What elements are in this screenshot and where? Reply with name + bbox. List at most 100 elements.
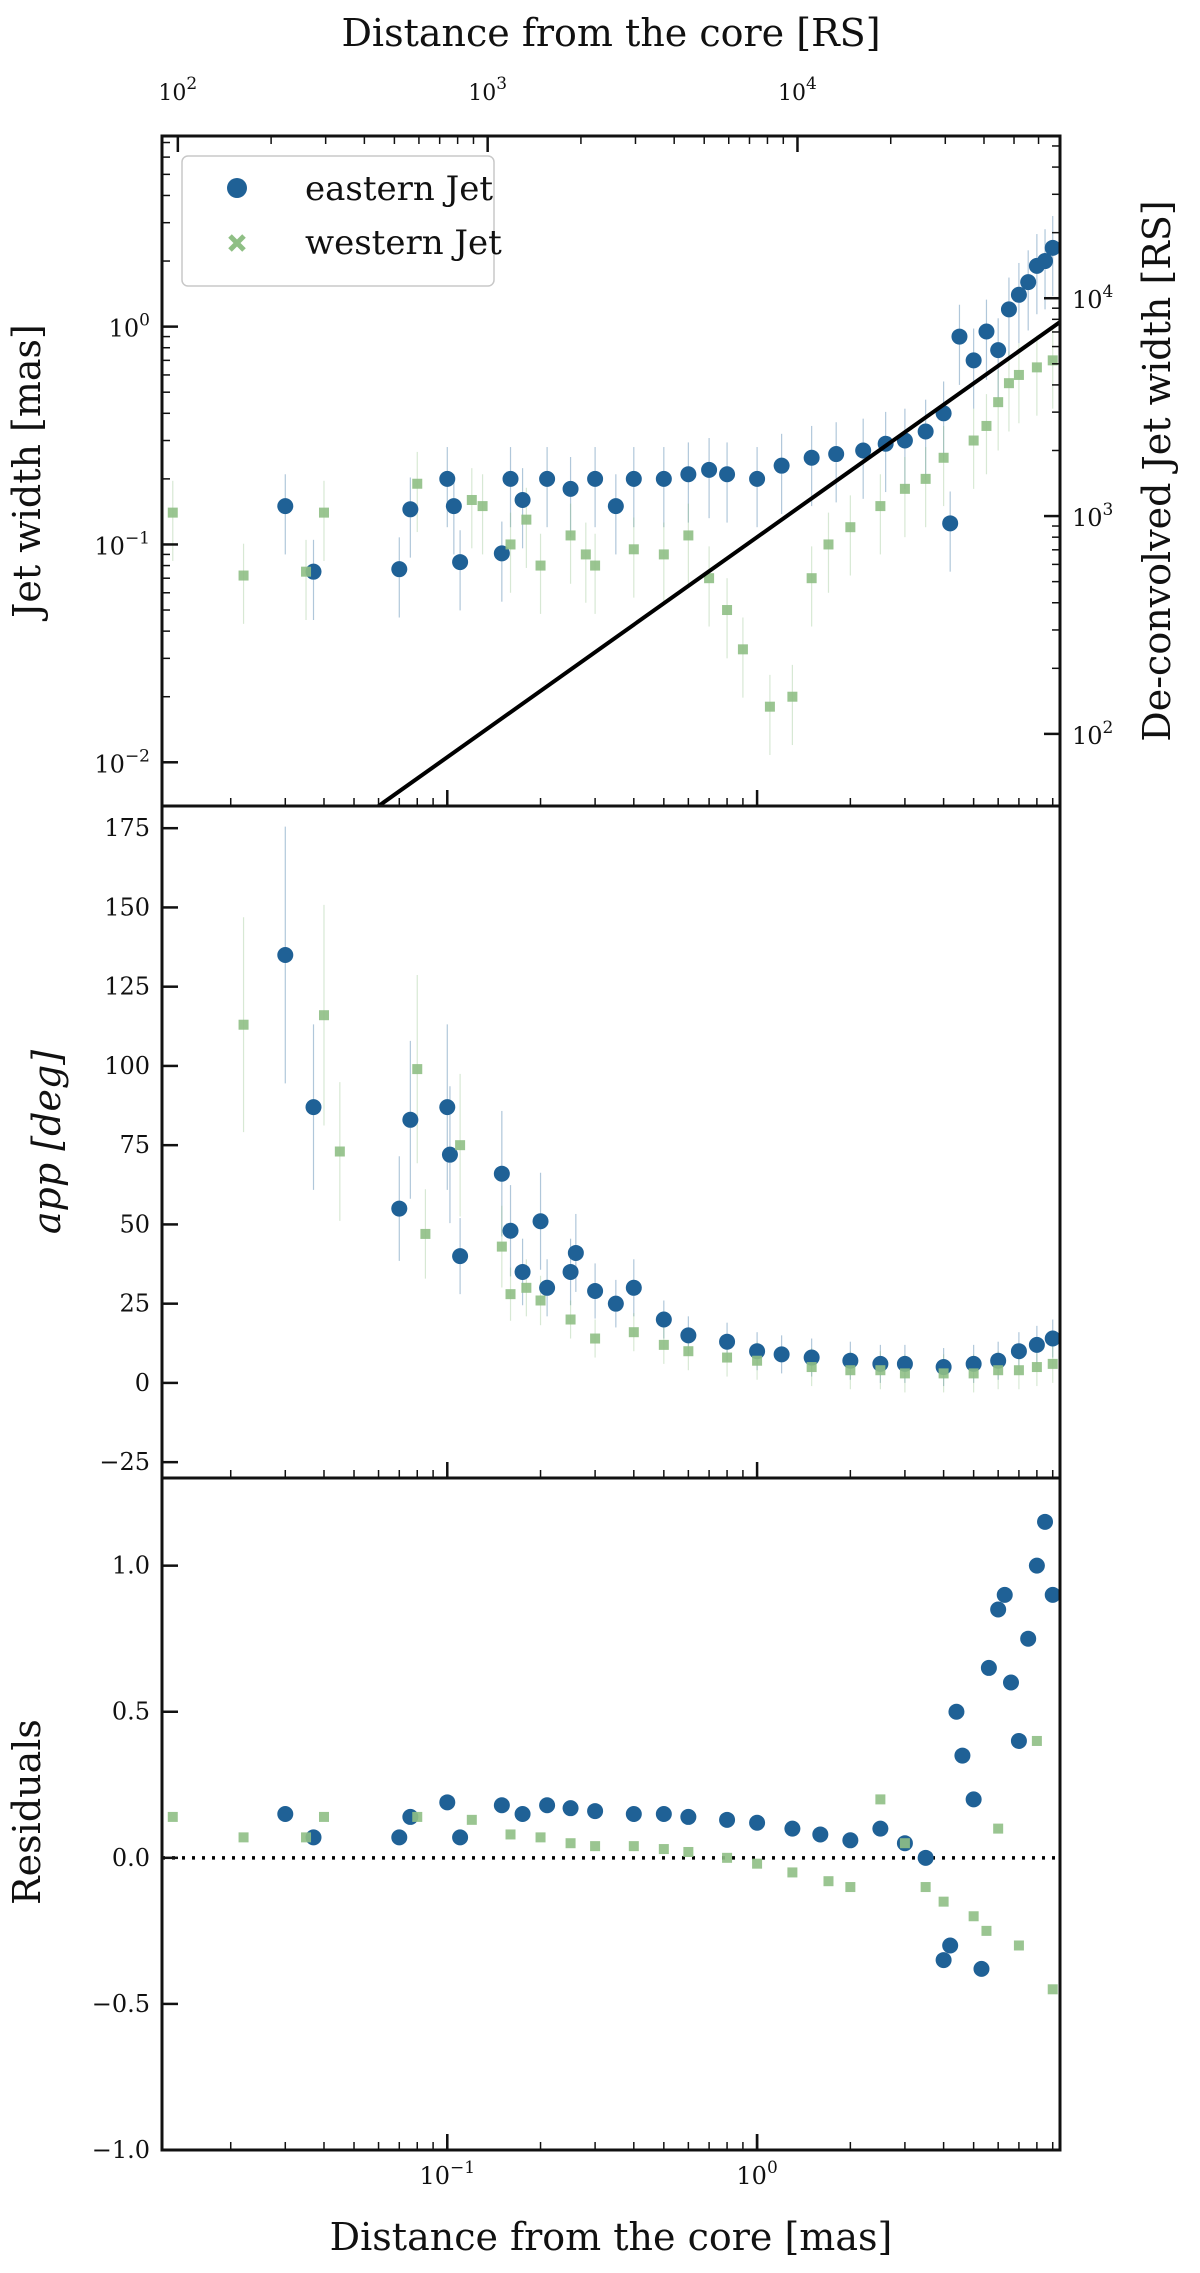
fit-line xyxy=(377,320,1062,808)
western-jet-point-19 xyxy=(875,1365,886,1376)
western-jet-point-10 xyxy=(565,530,576,541)
western-jet-point-12 xyxy=(590,560,601,571)
y-tick-label-4: 1.0 xyxy=(112,1552,150,1580)
residuals-panel: −1.0 −0.5 0.0 0.5 1.0 10−1 100 xyxy=(92,1476,1062,2190)
y2-tick-label-0: 102 xyxy=(1072,718,1113,750)
y2-tick-label-1: 103 xyxy=(1072,500,1113,532)
eastern-jet-point-13 xyxy=(607,498,624,515)
western-jet-point-17 xyxy=(722,605,733,616)
eastern-jet-point-17 xyxy=(655,1311,672,1328)
eastern-jet-point-12 xyxy=(655,1806,672,1822)
top-xlabel-text: Distance from the core [RS] xyxy=(341,11,880,55)
eastern-jet-point-12 xyxy=(587,470,604,487)
eastern-jet-point-14 xyxy=(719,1811,736,1828)
y-tick-label-2: 0.0 xyxy=(112,1844,150,1872)
y-tick-label-1: −0.5 xyxy=(92,1990,150,2018)
western-jet-point-5 xyxy=(466,1814,477,1825)
eastern-jet-point-11 xyxy=(562,480,579,497)
eastern-jet-point-4 xyxy=(439,1794,456,1811)
opening-angle-errorbars xyxy=(242,826,1054,1393)
western-jet-point-16 xyxy=(704,573,715,584)
western-jet-point-21 xyxy=(806,573,817,584)
western-jet-point-15 xyxy=(683,530,694,541)
legend-box xyxy=(181,155,495,287)
western-jet-point-4 xyxy=(420,1228,431,1239)
y-tick-label-3: 50 xyxy=(119,1210,150,1238)
western-jet-point-2 xyxy=(301,566,312,577)
western-jet-point-26 xyxy=(1031,1735,1042,1746)
y-tick-label-1: 0 xyxy=(135,1369,150,1397)
eastern-jet-point-6 xyxy=(452,554,469,571)
opening-angle-ylabel: app [deg] xyxy=(25,1050,69,1234)
eastern-jet-point-37 xyxy=(1037,253,1054,270)
western-jet-point-25 xyxy=(1013,1940,1024,1951)
eastern-jet-point-30 xyxy=(965,352,982,369)
eastern-jet-point-16 xyxy=(784,1820,801,1837)
western-jet-point-7 xyxy=(505,1289,516,1300)
eastern-jet-point-10 xyxy=(587,1803,604,1820)
residuals-points xyxy=(167,1513,1061,1995)
y-tick-label-8: 175 xyxy=(104,814,150,842)
eastern-jet-point-9 xyxy=(514,1263,531,1280)
y-tick-label-0: 10−2 xyxy=(94,746,150,778)
eastern-jet-point-23 xyxy=(855,442,872,459)
eastern-jet-point-7 xyxy=(493,1165,510,1182)
western-jet-point-0 xyxy=(167,1811,178,1822)
western-jet-point-22 xyxy=(823,539,834,550)
eastern-jet-point-30 xyxy=(1028,1336,1045,1353)
eastern-jet-point-16 xyxy=(680,466,697,483)
eastern-jet-point-30 xyxy=(996,1586,1013,1603)
eastern-jet-point-23 xyxy=(842,1352,859,1369)
x-tick-label-0: 10−1 xyxy=(419,2158,475,2190)
eastern-jet-point-12 xyxy=(562,1263,579,1280)
eastern-jet-point-17 xyxy=(701,461,718,478)
western-jet-point-4 xyxy=(412,1811,423,1822)
eastern-jet-point-19 xyxy=(872,1820,889,1837)
western-jet-point-9 xyxy=(535,1295,546,1306)
top-xlabel: Distance from the core [RS] xyxy=(341,11,880,55)
western-jet-point-24 xyxy=(993,1823,1004,1834)
top-tick-label-1: 103 xyxy=(468,74,507,106)
jet-width-y2label: De-convolved Jet width [RS] xyxy=(1135,200,1179,741)
eastern-jet-point-29 xyxy=(951,328,968,345)
residuals-frame xyxy=(160,1476,1062,2152)
eastern-jet-point-21 xyxy=(803,449,820,466)
eastern-jet-point-8 xyxy=(539,1797,556,1814)
western-jet-point-32 xyxy=(1013,369,1024,380)
eastern-jet-point-29 xyxy=(990,1601,1007,1618)
residuals-ylabel: Residuals xyxy=(5,1719,49,1905)
western-jet-point-31 xyxy=(1003,378,1014,389)
eastern-jet-point-38 xyxy=(1044,239,1061,256)
western-jet-point-21 xyxy=(938,1368,949,1379)
eastern-jet-point-28 xyxy=(942,515,959,532)
y-tick-label-3: 0.5 xyxy=(112,1698,150,1726)
western-jet-point-26 xyxy=(920,473,931,484)
western-jet-point-13 xyxy=(722,1852,733,1863)
eastern-jet-point-18 xyxy=(842,1832,859,1849)
western-jet-point-30 xyxy=(993,397,1004,408)
eastern-jet-point-13 xyxy=(680,1808,697,1825)
eastern-jet-point-0 xyxy=(277,946,294,963)
western-jet-point-33 xyxy=(1031,362,1042,373)
eastern-jet-point-25 xyxy=(954,1747,971,1764)
eastern-jet-point-22 xyxy=(828,446,845,463)
western-jet-point-5 xyxy=(455,1140,466,1151)
top-tick-label-2: 104 xyxy=(778,74,817,106)
western-jet-point-17 xyxy=(845,1882,856,1893)
eastern-jet-point-28 xyxy=(980,1659,997,1676)
eastern-jet-point-5 xyxy=(445,498,462,515)
opening-angle-panel: −25 0 25 50 75 100 125 150 175 xyxy=(99,804,1062,1480)
y-tick-label-0: −25 xyxy=(99,1448,150,1476)
western-jet-point-13 xyxy=(628,544,639,555)
eastern-jet-point-16 xyxy=(625,1279,642,1296)
eastern-jet-point-21 xyxy=(917,1849,934,1866)
eastern-jet-point-26 xyxy=(917,423,934,440)
western-jet-point-15 xyxy=(722,1352,733,1363)
eastern-jet-point-31 xyxy=(978,323,995,340)
residuals-ticks: −1.0 −0.5 0.0 0.5 1.0 10−1 100 xyxy=(92,1552,1054,2190)
eastern-jet-point-20 xyxy=(749,1343,766,1360)
eastern-jet-point-2 xyxy=(391,1829,408,1846)
eastern-jet-point-27 xyxy=(973,1960,990,1977)
eastern-jet-point-9 xyxy=(562,1800,579,1817)
